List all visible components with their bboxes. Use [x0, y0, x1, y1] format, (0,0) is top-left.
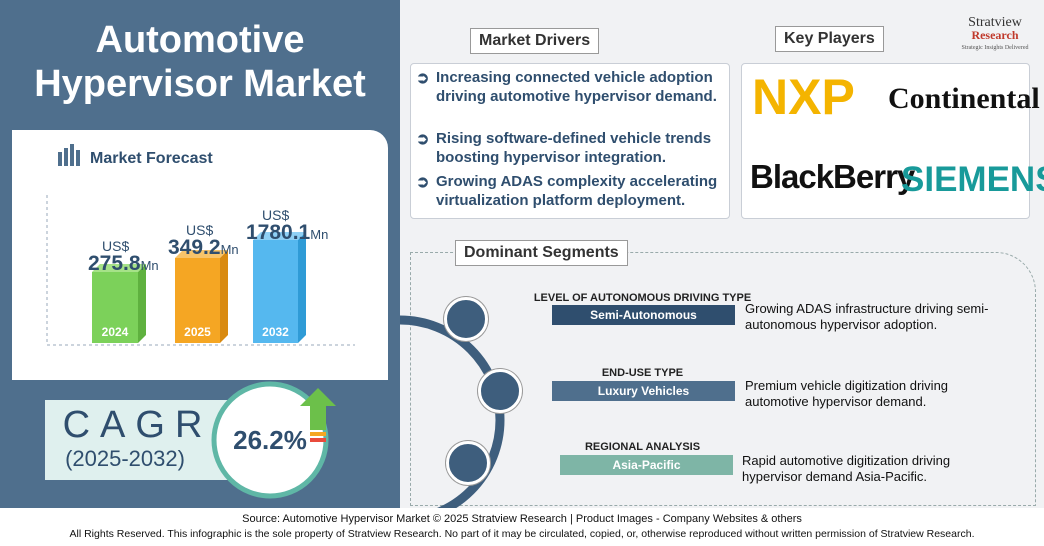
- forecast-heading: Market Forecast: [90, 150, 213, 167]
- brand-name: Stratview: [968, 15, 1022, 30]
- year: 2025: [184, 325, 211, 339]
- cagr-period: (2025-2032): [65, 446, 185, 471]
- players-heading: Key Players: [775, 26, 884, 52]
- logo: NXP: [752, 69, 855, 125]
- value-number: 275.8: [88, 252, 141, 275]
- value: 1780.1Mn: [246, 221, 328, 245]
- bar: [175, 258, 220, 343]
- driver: Increasing connected vehicle adoption dr…: [436, 69, 717, 105]
- bar: [253, 240, 298, 343]
- segments-frame: [410, 252, 1036, 506]
- bullet: ➲: [416, 174, 430, 191]
- segment-description: Premium vehicle digitization driving aut…: [745, 378, 949, 409]
- driver: Rising software-defined vehicle trends b…: [436, 130, 712, 166]
- segment-description: Growing ADAS infrastructure driving semi…: [745, 301, 989, 332]
- year: 2024: [101, 325, 129, 339]
- segment-description: Rapid automotive digitization driving hy…: [742, 453, 951, 484]
- arc: [400, 315, 505, 510]
- prefix: US$: [102, 238, 130, 254]
- segment-icon: [446, 441, 490, 485]
- driver: Growing ADAS complexity accelerating vir…: [436, 173, 718, 209]
- footer: Source: Automotive Hypervisor Market © 2…: [0, 508, 1044, 546]
- value-number: 349.2: [168, 236, 221, 259]
- drivers-card: [410, 63, 730, 219]
- cagr-label: CAGR: [62, 404, 213, 446]
- segment-icon: [444, 297, 488, 341]
- bullet: ➲: [416, 70, 430, 87]
- source: Source: Automotive Hypervisor Market © 2…: [242, 513, 802, 525]
- brand-sub: Research: [971, 28, 1019, 42]
- segment-icon: [478, 369, 522, 413]
- brand-tagline: Strategic Insights Delivered: [961, 45, 1029, 51]
- value: 349.2Mn: [168, 236, 239, 260]
- drivers-heading: Market Drivers: [470, 28, 600, 54]
- unit: Mn: [140, 258, 159, 273]
- value: 275.8Mn: [88, 252, 159, 276]
- segment-category: REGIONAL ANALYSIS: [584, 441, 701, 453]
- brand: Stratview Research Strategic Insights De…: [950, 16, 1040, 55]
- cagr-value: 26.2%: [233, 425, 307, 455]
- segment-pill: Luxury Vehicles: [552, 381, 735, 401]
- cagr-box: [45, 400, 230, 480]
- segment-pill: Semi-Autonomous: [552, 305, 735, 325]
- forecast-graphics: [45, 144, 355, 499]
- players-card: [741, 63, 1030, 219]
- unit: Mn: [310, 227, 329, 242]
- logo: SIEMENS: [901, 160, 1044, 199]
- logo: BlackBerry: [750, 158, 915, 195]
- segment-category: LEVEL OF AUTONOMOUS DRIVING TYPE: [533, 292, 752, 304]
- arrow: [300, 388, 336, 430]
- bullet: ➲: [416, 131, 430, 148]
- prefix: US$: [262, 207, 290, 223]
- segments-heading: Dominant Segments: [455, 240, 628, 266]
- logo: Continental: [888, 82, 1040, 115]
- segment-category: END-USE TYPE: [601, 367, 684, 379]
- segment-pill: Asia-Pacific: [560, 455, 733, 475]
- prefix: US$: [186, 222, 214, 238]
- rights: All Rights Reserved. This infographic is…: [69, 528, 975, 540]
- chart-icon: [58, 144, 80, 166]
- title: Automotive Hypervisor Market: [34, 19, 366, 105]
- value-number: 1780.1: [246, 221, 311, 244]
- bar: [92, 272, 138, 343]
- year: 2032: [262, 325, 289, 339]
- unit: Mn: [220, 242, 239, 257]
